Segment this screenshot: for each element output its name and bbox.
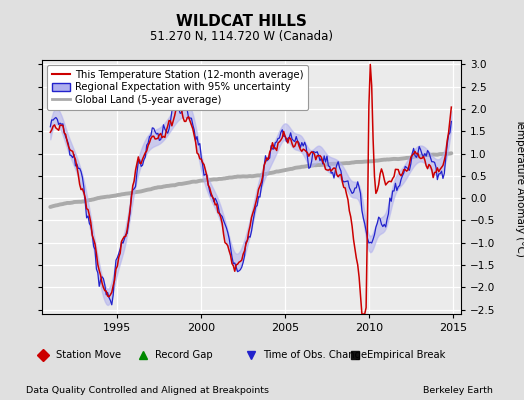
- Y-axis label: Temperature Anomaly (°C): Temperature Anomaly (°C): [515, 118, 524, 256]
- Text: Station Move: Station Move: [56, 350, 121, 360]
- Text: Berkeley Earth: Berkeley Earth: [423, 386, 493, 395]
- Legend: This Temperature Station (12-month average), Regional Expectation with 95% uncer: This Temperature Station (12-month avera…: [47, 65, 309, 110]
- Text: Time of Obs. Change: Time of Obs. Change: [263, 350, 367, 360]
- Text: 51.270 N, 114.720 W (Canada): 51.270 N, 114.720 W (Canada): [149, 30, 333, 43]
- Text: Record Gap: Record Gap: [155, 350, 213, 360]
- Text: Data Quality Controlled and Aligned at Breakpoints: Data Quality Controlled and Aligned at B…: [26, 386, 269, 395]
- Text: Empirical Break: Empirical Break: [367, 350, 445, 360]
- Text: WILDCAT HILLS: WILDCAT HILLS: [176, 14, 307, 30]
